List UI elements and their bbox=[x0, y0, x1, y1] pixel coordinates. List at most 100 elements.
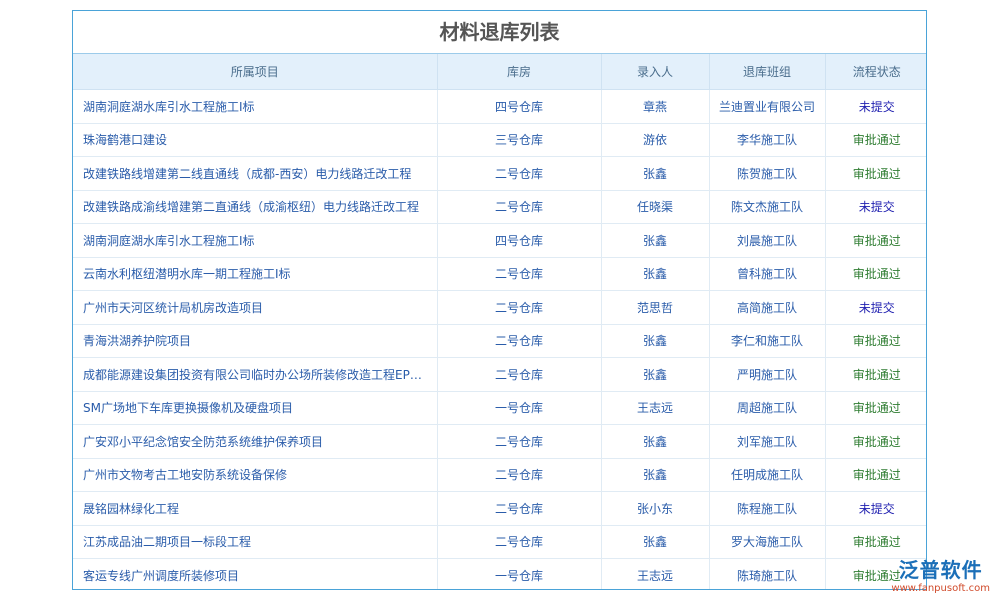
table-cell: 陈文杰施工队 bbox=[708, 189, 826, 224]
column-header: 库房 bbox=[436, 54, 602, 90]
column-header: 所属项目 bbox=[73, 54, 438, 90]
table-body: 湖南洞庭湖水库引水工程施工I标 四号仓库 章燕 兰迪置业有限公司 未提交 珠海鹤港口建设三… bbox=[73, 89, 926, 589]
table-cell: 张鑫 bbox=[600, 524, 710, 559]
table-cell: 张小东 bbox=[600, 491, 710, 526]
table-cell: 改建铁路线增建第二线直通线（成都-西安）电力线路迁改工程 bbox=[73, 156, 438, 191]
table-cell: 张鑫 bbox=[600, 223, 710, 258]
table-cell: 珠海鹤港口建设 bbox=[73, 122, 438, 157]
watermark: 泛普软件 www.fanpusoft.com bbox=[891, 554, 990, 594]
table-cell: 一号仓库 bbox=[436, 390, 602, 425]
status-cell: 未提交 bbox=[824, 491, 926, 526]
table-cell: 严明施工队 bbox=[708, 357, 826, 392]
panel-title: 材料退库列表 bbox=[73, 11, 926, 54]
table-cell: 一号仓库 bbox=[436, 558, 602, 589]
table-cell: 刘军施工队 bbox=[708, 424, 826, 459]
table-cell: 二号仓库 bbox=[436, 457, 602, 492]
table-cell: 二号仓库 bbox=[436, 156, 602, 191]
table-cell: 二号仓库 bbox=[436, 424, 602, 459]
status-cell: 审批通过 bbox=[824, 122, 926, 157]
table-cell: 罗大海施工队 bbox=[708, 524, 826, 559]
table-row[interactable]: 改建铁路成渝线增建第二直通线（成渝枢纽）电力线路迁改工程 二号仓库 任晓渠 陈文杰施工… bbox=[73, 189, 926, 224]
table-cell: 二号仓库 bbox=[436, 189, 602, 224]
table-row[interactable]: 成都能源建设集团投资有限公司临时办公场所装修改造工程EPC... 二号仓库 张鑫 严明… bbox=[73, 357, 926, 392]
column-header: 录入人 bbox=[600, 54, 710, 90]
table-cell: 二号仓库 bbox=[436, 323, 602, 358]
table-cell: 云南水利枢纽潜明水库一期工程施工I标 bbox=[73, 256, 438, 291]
table-row[interactable]: 晟铭园林绿化工程 二号仓库 张小东 陈程施工队 未提交 bbox=[73, 491, 926, 526]
table-cell: 湖南洞庭湖水库引水工程施工I标 bbox=[73, 223, 438, 258]
table-cell: 成都能源建设集团投资有限公司临时办公场所装修改造工程EPC... bbox=[73, 357, 438, 392]
table-row[interactable]: 改建铁路线增建第二线直通线（成都-西安）电力线路迁改工程 二号仓库 张鑫 陈贺施工队审… bbox=[73, 156, 926, 191]
table-cell: SM广场地下车库更换摄像机及硬盘项目 bbox=[73, 390, 438, 425]
table-cell: 李仁和施工队 bbox=[708, 323, 826, 358]
watermark-name: 泛普软件 bbox=[898, 558, 983, 582]
table-cell: 二号仓库 bbox=[436, 524, 602, 559]
table-cell: 李华施工队 bbox=[708, 122, 826, 157]
table-cell: 四号仓库 bbox=[436, 223, 602, 258]
table-cell: 范思哲 bbox=[600, 290, 710, 325]
status-cell: 审批通过 bbox=[824, 457, 926, 492]
table-cell: 张鑫 bbox=[600, 457, 710, 492]
table-cell: 二号仓库 bbox=[436, 256, 602, 291]
table-cell: 张鑫 bbox=[600, 424, 710, 459]
table-row[interactable]: SM广场地下车库更换摄像机及硬盘项目 一号仓库 王志远 周超施工队 审批通过 bbox=[73, 390, 926, 425]
table-cell: 三号仓库 bbox=[436, 122, 602, 157]
table-cell: 张鑫 bbox=[600, 357, 710, 392]
table-row[interactable]: 湖南洞庭湖水库引水工程施工I标 四号仓库 章燕 兰迪置业有限公司 未提交 bbox=[73, 89, 926, 124]
status-cell: 审批通过 bbox=[824, 323, 926, 358]
table-cell: 兰迪置业有限公司 bbox=[708, 89, 826, 124]
table-cell: 任明成施工队 bbox=[708, 457, 826, 492]
table-cell: 陈程施工队 bbox=[708, 491, 826, 526]
status-cell: 审批通过 bbox=[824, 390, 926, 425]
column-header: 流程状态 bbox=[824, 54, 926, 90]
table-cell: 陈贺施工队 bbox=[708, 156, 826, 191]
table-cell: 青海洪湖养护院项目 bbox=[73, 323, 438, 358]
table-row[interactable]: 广州市天河区统计局机房改造项目 二号仓库 范思哲 高简施工队 未提交 bbox=[73, 290, 926, 325]
table-row[interactable]: 湖南洞庭湖水库引水工程施工I标 四号仓库 张鑫 刘晨施工队 审批通过 bbox=[73, 223, 926, 258]
status-cell: 审批通过 bbox=[824, 357, 926, 392]
watermark-url: www.fanpusoft.com bbox=[891, 583, 990, 594]
table-cell: 王志远 bbox=[600, 558, 710, 589]
table-cell: 游依 bbox=[600, 122, 710, 157]
status-cell: 未提交 bbox=[824, 290, 926, 325]
table-cell: 张鑫 bbox=[600, 256, 710, 291]
table-row[interactable]: 云南水利枢纽潜明水库一期工程施工I标 二号仓库 张鑫 曾科施工队 审批通过 bbox=[73, 256, 926, 291]
table-cell: 客运专线广州调度所装修项目 bbox=[73, 558, 438, 589]
table-row[interactable]: 珠海鹤港口建设 三号仓库 游依 李华施工队 审批通过 bbox=[73, 122, 926, 157]
table-cell: 任晓渠 bbox=[600, 189, 710, 224]
table-cell: 二号仓库 bbox=[436, 491, 602, 526]
table-cell: 张鑫 bbox=[600, 156, 710, 191]
table-row[interactable]: 客运专线广州调度所装修项目 一号仓库 王志远 陈琦施工队 审批通过 bbox=[73, 558, 926, 589]
table-cell: 晟铭园林绿化工程 bbox=[73, 491, 438, 526]
table-cell: 湖南洞庭湖水库引水工程施工I标 bbox=[73, 89, 438, 124]
data-table: 所属项目 库房 录入人 退库班组 流程状态 湖南洞庭湖水库引水工程施工I标 四号仓库 章燕兰… bbox=[73, 54, 926, 589]
table-row[interactable]: 广安邓小平纪念馆安全防范系统维护保养项目 二号仓库 张鑫 刘军施工队 审批通过 bbox=[73, 424, 926, 459]
status-cell: 审批通过 bbox=[824, 424, 926, 459]
table-cell: 王志远 bbox=[600, 390, 710, 425]
table-cell: 章燕 bbox=[600, 89, 710, 124]
table-cell: 高简施工队 bbox=[708, 290, 826, 325]
table-row[interactable]: 江苏成品油二期项目一标段工程 二号仓库 张鑫 罗大海施工队 审批通过 bbox=[73, 524, 926, 559]
table-cell: 广州市文物考古工地安防系统设备保修 bbox=[73, 457, 438, 492]
status-cell: 审批通过 bbox=[824, 256, 926, 291]
table-cell: 陈琦施工队 bbox=[708, 558, 826, 589]
table-cell: 广州市天河区统计局机房改造项目 bbox=[73, 290, 438, 325]
table-row[interactable]: 青海洪湖养护院项目 二号仓库 张鑫 李仁和施工队 审批通过 bbox=[73, 323, 926, 358]
table-cell: 江苏成品油二期项目一标段工程 bbox=[73, 524, 438, 559]
table-cell: 二号仓库 bbox=[436, 357, 602, 392]
table-row[interactable]: 广州市文物考古工地安防系统设备保修 二号仓库 张鑫 任明成施工队 审批通过 bbox=[73, 457, 926, 492]
table-cell: 周超施工队 bbox=[708, 390, 826, 425]
list-panel: 材料退库列表 所属项目 库房 录入人 退库班组 流程状态 湖南洞庭湖水库引水工程施工I标… bbox=[72, 10, 927, 590]
table-cell: 四号仓库 bbox=[436, 89, 602, 124]
status-cell: 审批通过 bbox=[824, 156, 926, 191]
table-cell: 二号仓库 bbox=[436, 290, 602, 325]
column-header: 退库班组 bbox=[708, 54, 826, 90]
header-row: 所属项目 库房 录入人 退库班组 流程状态 bbox=[73, 54, 926, 90]
table-cell: 刘晨施工队 bbox=[708, 223, 826, 258]
status-cell: 未提交 bbox=[824, 89, 926, 124]
status-cell: 审批通过 bbox=[824, 558, 926, 589]
table-cell: 张鑫 bbox=[600, 323, 710, 358]
table-cell: 改建铁路成渝线增建第二直通线（成渝枢纽）电力线路迁改工程 bbox=[73, 189, 438, 224]
status-cell: 未提交 bbox=[824, 189, 926, 224]
